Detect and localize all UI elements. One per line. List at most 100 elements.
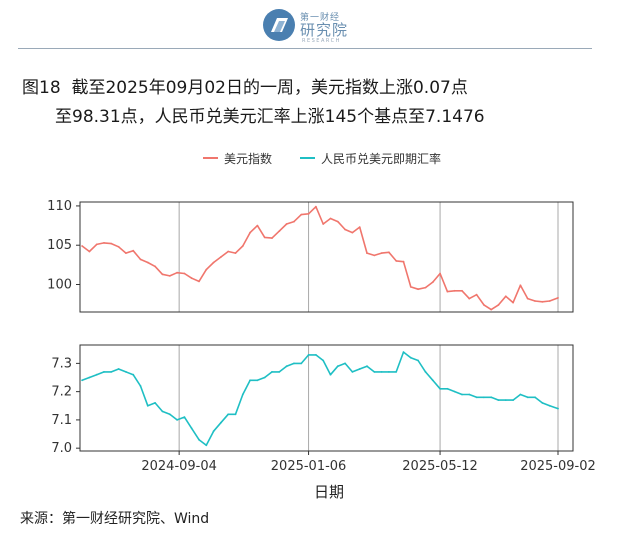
series-1-point xyxy=(358,226,361,228)
series-2-point xyxy=(190,427,193,430)
series-2-point xyxy=(132,373,135,376)
series-1-point xyxy=(154,265,157,268)
logo-top-text: 第一财经 xyxy=(300,13,341,23)
series-2-point xyxy=(395,371,398,373)
series-1-point xyxy=(256,224,259,227)
series-1-point xyxy=(490,308,493,311)
legend-label-series-1: 美元指数 xyxy=(224,151,272,166)
xtick-label: 2025-05-12 xyxy=(402,459,478,474)
panel-2-ytick-label: 7.2 xyxy=(51,385,72,400)
series-1-point xyxy=(380,252,383,254)
series-2-point xyxy=(103,371,105,373)
series-2-point xyxy=(205,444,208,447)
series-1-point xyxy=(395,260,398,262)
panel-2-frame xyxy=(79,344,574,452)
series-2-point xyxy=(263,376,266,379)
series-2-point xyxy=(88,376,91,379)
series-1-point xyxy=(446,290,449,293)
series-1-point xyxy=(81,245,83,247)
series-2-point xyxy=(293,362,295,365)
series-1-point xyxy=(439,272,441,275)
series-2-point xyxy=(95,373,98,376)
series-1-point xyxy=(534,300,536,302)
series-1-line xyxy=(81,205,559,311)
series-2-point xyxy=(146,404,149,407)
series-2-point xyxy=(315,354,317,356)
series-2-point xyxy=(431,379,434,382)
series-1-point xyxy=(285,223,288,225)
panel-2-ytick-label: 7.3 xyxy=(51,356,72,371)
series-1-point xyxy=(519,284,522,287)
logo-mark-icon xyxy=(263,9,295,41)
series-2-point xyxy=(168,413,171,416)
series-2-point xyxy=(212,430,215,433)
xtick-label: 2025-09-02 xyxy=(520,459,596,474)
series-1-point xyxy=(212,261,215,264)
series-2-point xyxy=(512,399,514,401)
series-2-point xyxy=(534,396,536,399)
panel-2-background xyxy=(80,345,573,451)
series-2-point xyxy=(483,396,485,399)
series-1-point xyxy=(497,304,500,306)
series-1-point xyxy=(461,289,463,292)
series-1-point xyxy=(548,300,551,302)
series-2-point xyxy=(117,368,120,370)
series-2-point xyxy=(351,371,354,373)
series-1-point xyxy=(541,300,544,303)
series-1-point xyxy=(504,295,507,298)
series-1-point xyxy=(468,297,471,300)
series-2-point xyxy=(366,365,368,368)
chart-legend: 美元指数 人民币兑美元即期汇率 xyxy=(203,151,441,166)
panel-1-frame xyxy=(79,201,574,313)
series-2-point xyxy=(548,404,551,407)
series-1-point xyxy=(183,272,186,275)
series-1-point xyxy=(125,252,127,254)
series-1-point xyxy=(351,231,354,234)
series-1-point xyxy=(366,252,368,254)
series-1-point xyxy=(512,301,514,304)
series-2-point xyxy=(176,419,179,421)
series-2-point xyxy=(439,387,441,390)
series-1-point xyxy=(117,245,120,248)
series-2-point xyxy=(417,359,419,362)
series-2-point xyxy=(526,396,529,399)
xtick-label: 2024-09-04 xyxy=(141,459,217,474)
series-2-point xyxy=(322,359,325,362)
series-2-point xyxy=(519,393,522,396)
x-axis-label: 日期 xyxy=(314,483,344,501)
series-1-point xyxy=(139,258,142,261)
series-1-point xyxy=(263,236,266,239)
series-2-point xyxy=(373,371,376,373)
series-2-point xyxy=(300,362,303,365)
series-1-point xyxy=(322,223,325,225)
series-1-point xyxy=(271,237,273,239)
series-2-point xyxy=(154,402,157,404)
line-chart: 美元指数 人民币兑美元即期汇率 100 105 110 7.0 7.1 7.2 7.3 202… xyxy=(47,151,596,501)
series-2-point xyxy=(490,396,493,399)
series-2-point xyxy=(285,365,288,368)
series-2-point xyxy=(453,390,456,393)
series-1-point xyxy=(227,250,230,253)
series-1-point xyxy=(234,252,237,254)
series-2-point xyxy=(139,385,142,387)
series-2-point xyxy=(446,387,449,390)
series-2-point xyxy=(110,371,113,373)
series-1-point xyxy=(409,286,412,288)
series-1-point xyxy=(95,243,98,246)
series-1-point xyxy=(205,268,208,271)
series-1-point xyxy=(431,281,434,283)
series-1-point xyxy=(198,280,200,283)
series-2-point xyxy=(81,379,83,382)
legend-label-series-2: 人民币兑美元即期汇率 xyxy=(321,151,441,166)
series-1-point xyxy=(424,286,427,289)
series-1-point xyxy=(526,297,529,300)
panel-1-ytick-label: 105 xyxy=(47,238,72,253)
series-1-point xyxy=(110,242,113,245)
series-2-point xyxy=(329,373,332,376)
series-1-point xyxy=(307,212,310,215)
title-line-2: 至98.31点，人民币兑美元汇率上涨145个基点至7.1476 xyxy=(55,107,485,127)
series-1-point xyxy=(417,288,419,291)
series-2-point xyxy=(497,399,500,401)
series-1-point xyxy=(483,304,485,306)
series-1-point xyxy=(453,289,456,292)
